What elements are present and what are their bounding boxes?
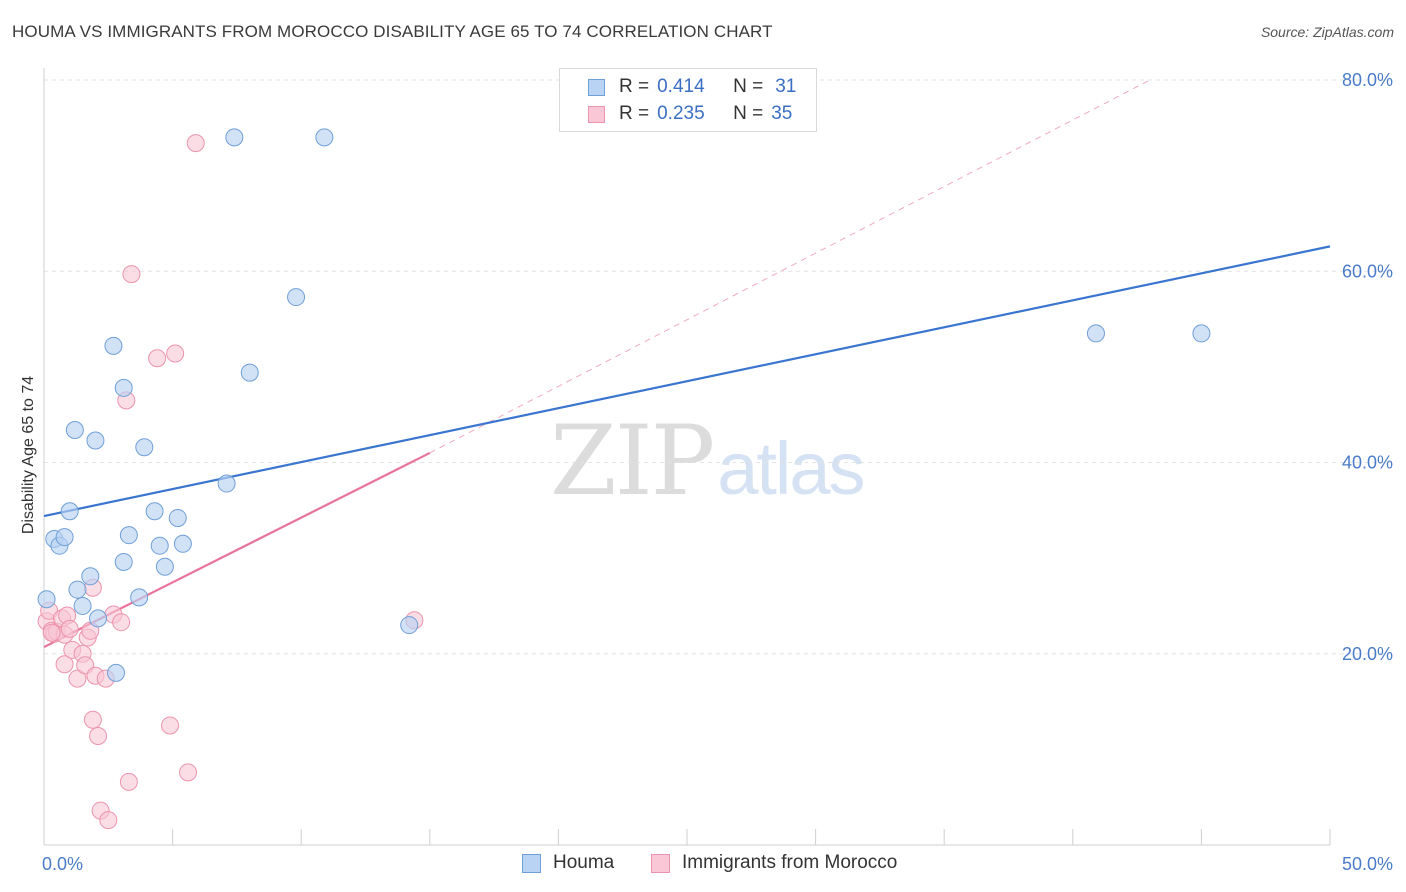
y-axis-label: Disability Age 65 to 74 (20, 376, 37, 534)
legend-r-value-houma: 0.414 (657, 76, 705, 97)
data-point-houma (400, 616, 419, 635)
legend-r-label: R = (619, 103, 650, 124)
data-point-houma (155, 557, 174, 576)
legend: R = 0.414 N = 31 R = 0.235 N = 35 (559, 68, 817, 132)
ticks: 20.0% 40.0% 60.0% 80.0% 0.0% 50.0% (42, 70, 1393, 874)
data-point-houma (1086, 324, 1105, 343)
data-point-houma (68, 580, 87, 599)
data-point-houma (55, 528, 74, 547)
data-point-houma (114, 552, 133, 571)
bottom-legend-morocco: Immigrants from Morocco (651, 852, 897, 874)
legend-n-label: N = (733, 76, 764, 97)
y-tick-label: 20.0% (1342, 644, 1393, 664)
trend-line-houma (43, 245, 1331, 518)
data-point-morocco (42, 623, 61, 642)
legend-n-value-houma: 31 (775, 76, 797, 97)
data-points (37, 128, 1211, 830)
legend-row-houma: R = 0.414 N = 31 (588, 75, 796, 99)
x-tick-label: 50.0% (1342, 854, 1393, 874)
bottom-legend-label-morocco: Immigrants from Morocco (682, 852, 898, 873)
source-label: Source: ZipAtlas.com (1260, 24, 1394, 40)
data-point-morocco (161, 716, 180, 735)
data-point-houma (150, 536, 169, 555)
legend-swatch-houma (588, 78, 605, 96)
data-point-houma (130, 588, 149, 607)
data-point-morocco (83, 710, 102, 729)
data-point-morocco (119, 772, 138, 791)
data-point-houma (145, 502, 164, 521)
trend-line-morocco-extension (429, 79, 1151, 454)
data-point-morocco (166, 344, 185, 363)
data-point-houma (287, 288, 306, 307)
data-point-morocco (122, 265, 141, 284)
y-tick-label: 40.0% (1342, 453, 1393, 473)
y-tick-label: 60.0% (1342, 261, 1393, 281)
data-point-houma (240, 363, 259, 382)
legend-row-morocco: R = 0.235 N = 35 (588, 102, 792, 126)
data-point-morocco (68, 669, 87, 688)
data-point-morocco (186, 134, 205, 153)
legend-n-label: N = (733, 103, 764, 124)
bottom-legend-houma: Houma (522, 852, 614, 874)
trend-lines (43, 79, 1331, 649)
data-point-houma (104, 336, 123, 355)
watermark: ZIPatlas (550, 405, 866, 517)
data-point-houma (37, 590, 56, 609)
bottom-legend-swatch-houma (522, 853, 541, 873)
data-point-morocco (112, 613, 131, 632)
data-point-houma (86, 431, 105, 450)
bottom-legend-swatch-morocco (651, 853, 670, 873)
data-point-morocco (55, 655, 74, 674)
data-point-houma (135, 438, 154, 457)
data-point-houma (60, 502, 79, 521)
data-point-houma (119, 526, 138, 545)
data-point-morocco (179, 763, 198, 782)
data-point-houma (1192, 324, 1211, 343)
data-point-houma (107, 663, 126, 682)
legend-r-value-morocco: 0.235 (657, 103, 705, 124)
legend-n-value-morocco: 35 (771, 103, 793, 124)
chart-title: HOUMA VS IMMIGRANTS FROM MOROCCO DISABIL… (12, 22, 773, 41)
y-tick-label: 80.0% (1342, 70, 1393, 90)
data-point-houma (89, 609, 108, 628)
data-point-morocco (89, 726, 108, 745)
data-point-houma (168, 508, 187, 527)
bottom-legend-label-houma: Houma (553, 852, 615, 873)
x-tick-label: 0.0% (42, 854, 83, 874)
bottom-legend: Houma Immigrants from Morocco (0, 852, 1406, 878)
data-point-morocco (60, 619, 79, 638)
legend-swatch-morocco (588, 105, 605, 123)
data-point-houma (65, 420, 84, 439)
data-point-houma (225, 128, 244, 147)
axes (43, 68, 1331, 846)
data-point-houma (315, 128, 334, 147)
data-point-houma (173, 534, 192, 553)
watermark-zip: ZIP (550, 405, 715, 517)
data-point-houma (217, 474, 236, 493)
data-point-morocco (148, 349, 167, 368)
data-point-morocco (99, 811, 118, 830)
data-point-houma (81, 567, 100, 586)
data-point-houma (73, 596, 92, 615)
legend-r-label: R = (619, 76, 650, 97)
data-point-houma (114, 378, 133, 397)
watermark-atlas: atlas (717, 427, 865, 510)
